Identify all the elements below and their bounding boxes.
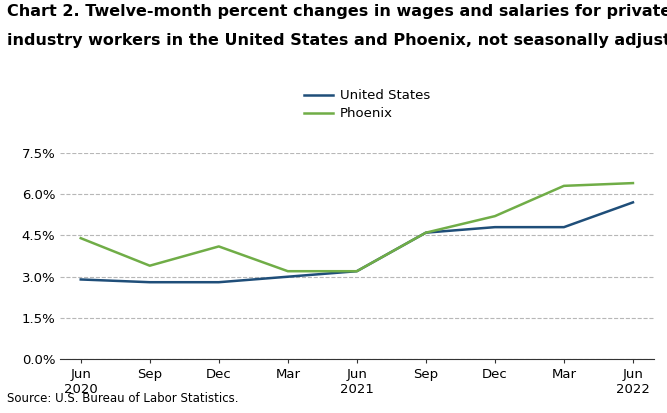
Text: industry workers in the United States and Phoenix, not seasonally adjusted: industry workers in the United States an… <box>7 33 667 48</box>
Legend: United States, Phoenix: United States, Phoenix <box>304 89 430 121</box>
Text: Source: U.S. Bureau of Labor Statistics.: Source: U.S. Bureau of Labor Statistics. <box>7 392 238 405</box>
Text: Chart 2. Twelve-month percent changes in wages and salaries for private: Chart 2. Twelve-month percent changes in… <box>7 4 667 19</box>
